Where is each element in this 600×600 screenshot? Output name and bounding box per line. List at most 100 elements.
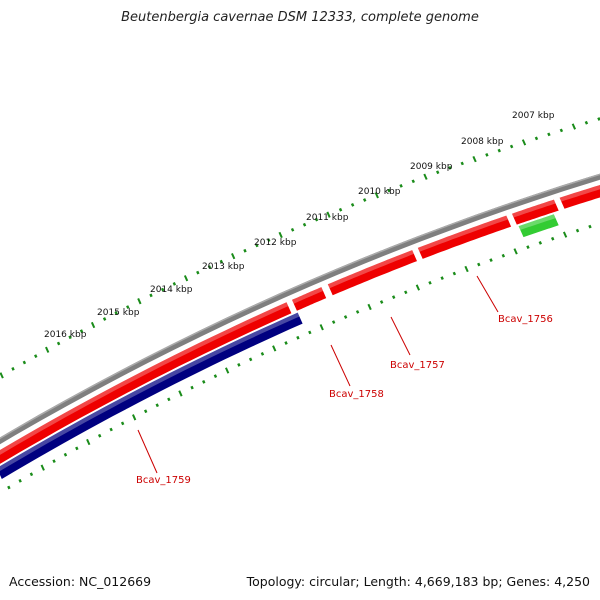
inner-tick bbox=[440, 276, 444, 281]
forward-gene-bcav-1759-shine bbox=[0, 302, 289, 455]
inner-tick bbox=[367, 303, 372, 311]
outer-tick bbox=[290, 227, 295, 232]
inner-tick bbox=[75, 446, 79, 451]
forward-gene-bcav-1758 bbox=[292, 287, 327, 311]
outer-tick bbox=[68, 335, 72, 340]
forward-gene-edge bbox=[559, 184, 600, 209]
inner-tick bbox=[308, 330, 312, 335]
map-title: Beutenbergia cavernae DSM 12333, complet… bbox=[121, 10, 479, 25]
forward-gene-bcav-1758-body bbox=[292, 287, 327, 311]
outer-tick bbox=[497, 148, 501, 153]
inner-tick bbox=[562, 231, 568, 238]
outer-tick bbox=[219, 259, 224, 264]
outer-tick bbox=[314, 217, 319, 222]
inner-tick bbox=[428, 280, 432, 285]
forward-gene-next-body bbox=[512, 199, 559, 225]
inner-tick bbox=[52, 459, 56, 464]
outer-tick bbox=[326, 211, 331, 218]
inner-tick bbox=[40, 464, 45, 471]
inner-tick bbox=[415, 284, 421, 291]
inner-tick bbox=[109, 427, 113, 432]
inner-tick bbox=[97, 433, 102, 438]
inner-tick bbox=[29, 472, 34, 477]
inner-tick bbox=[7, 485, 11, 490]
forward-gene-edge-shine bbox=[559, 184, 600, 202]
inner-tick bbox=[513, 248, 518, 255]
reverse-gene-shine bbox=[0, 312, 300, 471]
gene-label-leader bbox=[476, 275, 499, 313]
forward-gene-bcav-1756-shine bbox=[417, 215, 508, 252]
inner-tick-ring bbox=[7, 224, 592, 490]
outer-tick bbox=[149, 293, 153, 298]
inner-tick bbox=[284, 341, 288, 345]
forward-gene-next bbox=[512, 199, 559, 225]
forward-gene-bcav-1759 bbox=[0, 302, 292, 464]
outer-tick bbox=[102, 317, 107, 321]
gene-label: Bcav_1756 bbox=[498, 314, 553, 325]
inner-tick bbox=[538, 241, 543, 245]
outer-tick bbox=[338, 207, 343, 212]
outer-tick bbox=[231, 253, 236, 260]
forward-gene-bcav-1757-body bbox=[327, 250, 417, 296]
forward-gene-bcav-1757-shine bbox=[327, 250, 414, 289]
forward-gene-bcav-1757 bbox=[327, 250, 417, 296]
inner-tick bbox=[501, 253, 506, 258]
inner-tick bbox=[550, 236, 555, 241]
forward-gene-bcav-1756-body bbox=[417, 215, 512, 259]
inner-tick bbox=[260, 351, 265, 356]
inner-tick bbox=[296, 335, 300, 340]
inner-tick bbox=[355, 310, 360, 314]
forward-gene-bcav-1759-body bbox=[0, 302, 292, 464]
inner-tick bbox=[526, 245, 530, 249]
outer-tick-ring bbox=[0, 117, 600, 379]
outer-tick bbox=[278, 231, 283, 239]
outer-tick bbox=[559, 128, 564, 133]
outer-tick bbox=[196, 270, 200, 275]
outer-tick bbox=[183, 275, 189, 282]
inner-tick bbox=[155, 403, 159, 408]
scale-label: 2011 kbp bbox=[306, 213, 349, 223]
outer-tick bbox=[597, 117, 600, 121]
gene-label-leader bbox=[137, 429, 158, 474]
outer-tick bbox=[207, 265, 212, 269]
gene-label: Bcav_1757 bbox=[390, 360, 445, 371]
outer-tick bbox=[362, 198, 367, 202]
outer-tick bbox=[411, 179, 415, 184]
inner-tick bbox=[477, 262, 481, 267]
outer-tick bbox=[34, 354, 38, 358]
inner-tick bbox=[391, 295, 396, 299]
scale-label: 2012 kbp bbox=[254, 238, 297, 248]
inner-tick bbox=[575, 228, 580, 233]
forward-gene-bcav-1756 bbox=[417, 215, 512, 259]
scale-label: 2010 kbp bbox=[358, 187, 401, 197]
inner-tick bbox=[489, 258, 493, 262]
outer-tick bbox=[509, 144, 514, 149]
inner-tick bbox=[63, 452, 68, 457]
accession-label: Accession: NC_012669 bbox=[9, 574, 152, 589]
rna-gene-body bbox=[518, 214, 559, 238]
outer-tick bbox=[114, 311, 118, 315]
outer-tick bbox=[137, 298, 142, 305]
gene-label: Bcav_1759 bbox=[136, 475, 191, 486]
inner-tick bbox=[379, 300, 384, 304]
outer-tick bbox=[472, 155, 477, 163]
outer-tick bbox=[90, 321, 96, 329]
inner-tick bbox=[225, 367, 230, 374]
outer-tick bbox=[267, 238, 271, 243]
scale-label: 2008 kbp bbox=[461, 137, 504, 147]
scale-label: 2013 kbp bbox=[202, 262, 245, 272]
outer-tick bbox=[521, 139, 527, 146]
outer-tick bbox=[302, 222, 307, 227]
inner-tick bbox=[178, 390, 183, 397]
outer-tick bbox=[79, 329, 84, 333]
inner-tick bbox=[120, 421, 125, 426]
forward-gene-next-shine bbox=[512, 199, 556, 218]
feature-tracks bbox=[0, 184, 600, 479]
outer-tick bbox=[571, 123, 577, 130]
outer-tick bbox=[126, 305, 130, 309]
gene-label: Bcav_1758 bbox=[329, 389, 384, 400]
outer-tick bbox=[436, 170, 440, 175]
outer-tick bbox=[534, 136, 539, 141]
inner-tick bbox=[248, 357, 253, 362]
